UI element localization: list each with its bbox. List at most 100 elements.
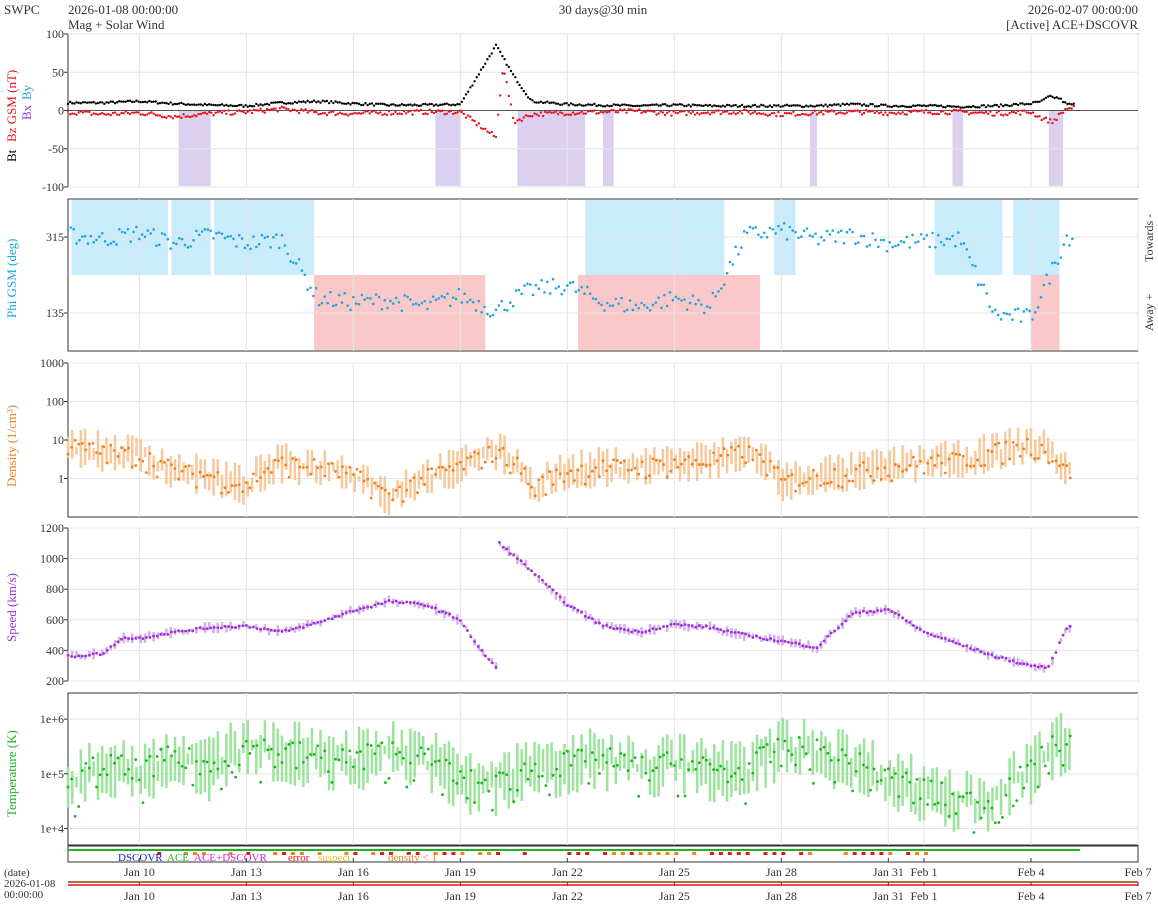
phi-point — [597, 301, 601, 305]
bz-point — [223, 109, 226, 113]
phi-point — [540, 279, 543, 282]
temperature-point — [958, 795, 962, 799]
phi-point — [911, 233, 914, 237]
speed-point — [469, 635, 473, 639]
bz-point — [434, 110, 438, 114]
bt-point — [1044, 96, 1048, 100]
phi-point — [123, 231, 127, 234]
phi-point — [255, 245, 258, 249]
temperature-point — [961, 795, 965, 799]
temperature-point — [433, 760, 437, 763]
bt-point — [856, 102, 859, 105]
bt-point — [208, 103, 211, 106]
speed-point — [926, 631, 929, 635]
phi-point — [548, 292, 552, 295]
phi-point — [988, 305, 991, 309]
y-tick-label: 600 — [46, 613, 64, 627]
bz-point — [131, 111, 134, 114]
bt-point — [456, 102, 459, 106]
density-point — [598, 475, 601, 479]
phi-point — [146, 229, 150, 232]
temperature-point — [926, 802, 929, 806]
temperature-point — [804, 752, 808, 756]
density-point — [95, 451, 98, 454]
bt-point — [644, 104, 647, 107]
speed-point — [894, 611, 897, 615]
density-point — [462, 467, 466, 471]
bz-point — [766, 114, 769, 117]
bz-point — [492, 134, 496, 138]
phi-point — [965, 248, 969, 251]
bz-point — [272, 107, 275, 111]
bt-point — [1059, 97, 1063, 100]
speed-point — [66, 653, 70, 657]
temperature-point — [284, 747, 287, 750]
status-flag — [906, 852, 911, 855]
density-point — [583, 482, 587, 486]
speed-point — [512, 553, 516, 557]
bz-point — [805, 113, 808, 116]
status-flag — [603, 852, 607, 855]
density-point — [637, 472, 641, 476]
bt-point — [952, 105, 956, 108]
bz-point — [1012, 111, 1016, 114]
bt-point — [612, 103, 615, 106]
bt-point — [197, 103, 200, 106]
bt-point — [336, 101, 339, 104]
temperature-point — [908, 780, 912, 784]
bz-ylabel: Bz GSM (nT) — [4, 70, 19, 142]
temperature-point — [968, 791, 972, 795]
bz-point — [912, 109, 915, 113]
phi-point — [429, 300, 432, 304]
bt-point — [775, 104, 778, 107]
phi-point — [423, 299, 426, 303]
bz-point — [1006, 113, 1009, 117]
x-tick-label: Jan 25 — [659, 865, 690, 879]
bz-point — [871, 109, 874, 113]
phi-point — [92, 240, 95, 244]
bt-point — [441, 103, 444, 106]
speed-point — [437, 610, 441, 614]
density-point — [569, 469, 573, 473]
temperature-point — [537, 775, 541, 778]
phi-point — [600, 303, 603, 307]
phi-point — [959, 242, 963, 246]
bt-point — [993, 103, 996, 107]
temperature-point — [216, 767, 220, 771]
bt-point — [173, 102, 177, 106]
start-time-label: 2026-01-08 00:00:00 — [68, 2, 178, 17]
phi-point — [1062, 243, 1066, 246]
density-point — [294, 458, 298, 462]
speed-point — [230, 626, 234, 629]
temperature-point — [437, 759, 441, 763]
bt-point — [618, 104, 622, 107]
status-flag — [246, 852, 251, 855]
speed-point — [91, 652, 95, 656]
phi-point — [69, 226, 73, 229]
phi-point — [309, 286, 312, 290]
bz-point — [924, 108, 928, 112]
speed-point — [947, 639, 951, 642]
speed-point — [958, 642, 962, 646]
bt-point — [869, 102, 872, 106]
status-flag — [183, 852, 188, 855]
phi-point — [380, 307, 384, 311]
bz-point — [935, 112, 939, 116]
density-point — [701, 462, 705, 466]
density-point — [419, 476, 423, 480]
bt-point — [278, 100, 282, 104]
bz-point — [439, 109, 442, 113]
bz-point — [539, 111, 543, 114]
bz-point — [118, 113, 121, 116]
phi-point — [614, 297, 618, 301]
speed-point — [112, 643, 116, 647]
bt-point — [259, 103, 262, 106]
bz-point — [505, 80, 508, 84]
phi-point — [1028, 309, 1031, 313]
speed-point — [341, 612, 345, 616]
density-point — [323, 474, 327, 478]
bt-point — [783, 104, 787, 107]
bz-point — [860, 113, 864, 116]
speed-point — [473, 640, 476, 644]
speed-point — [865, 611, 869, 614]
